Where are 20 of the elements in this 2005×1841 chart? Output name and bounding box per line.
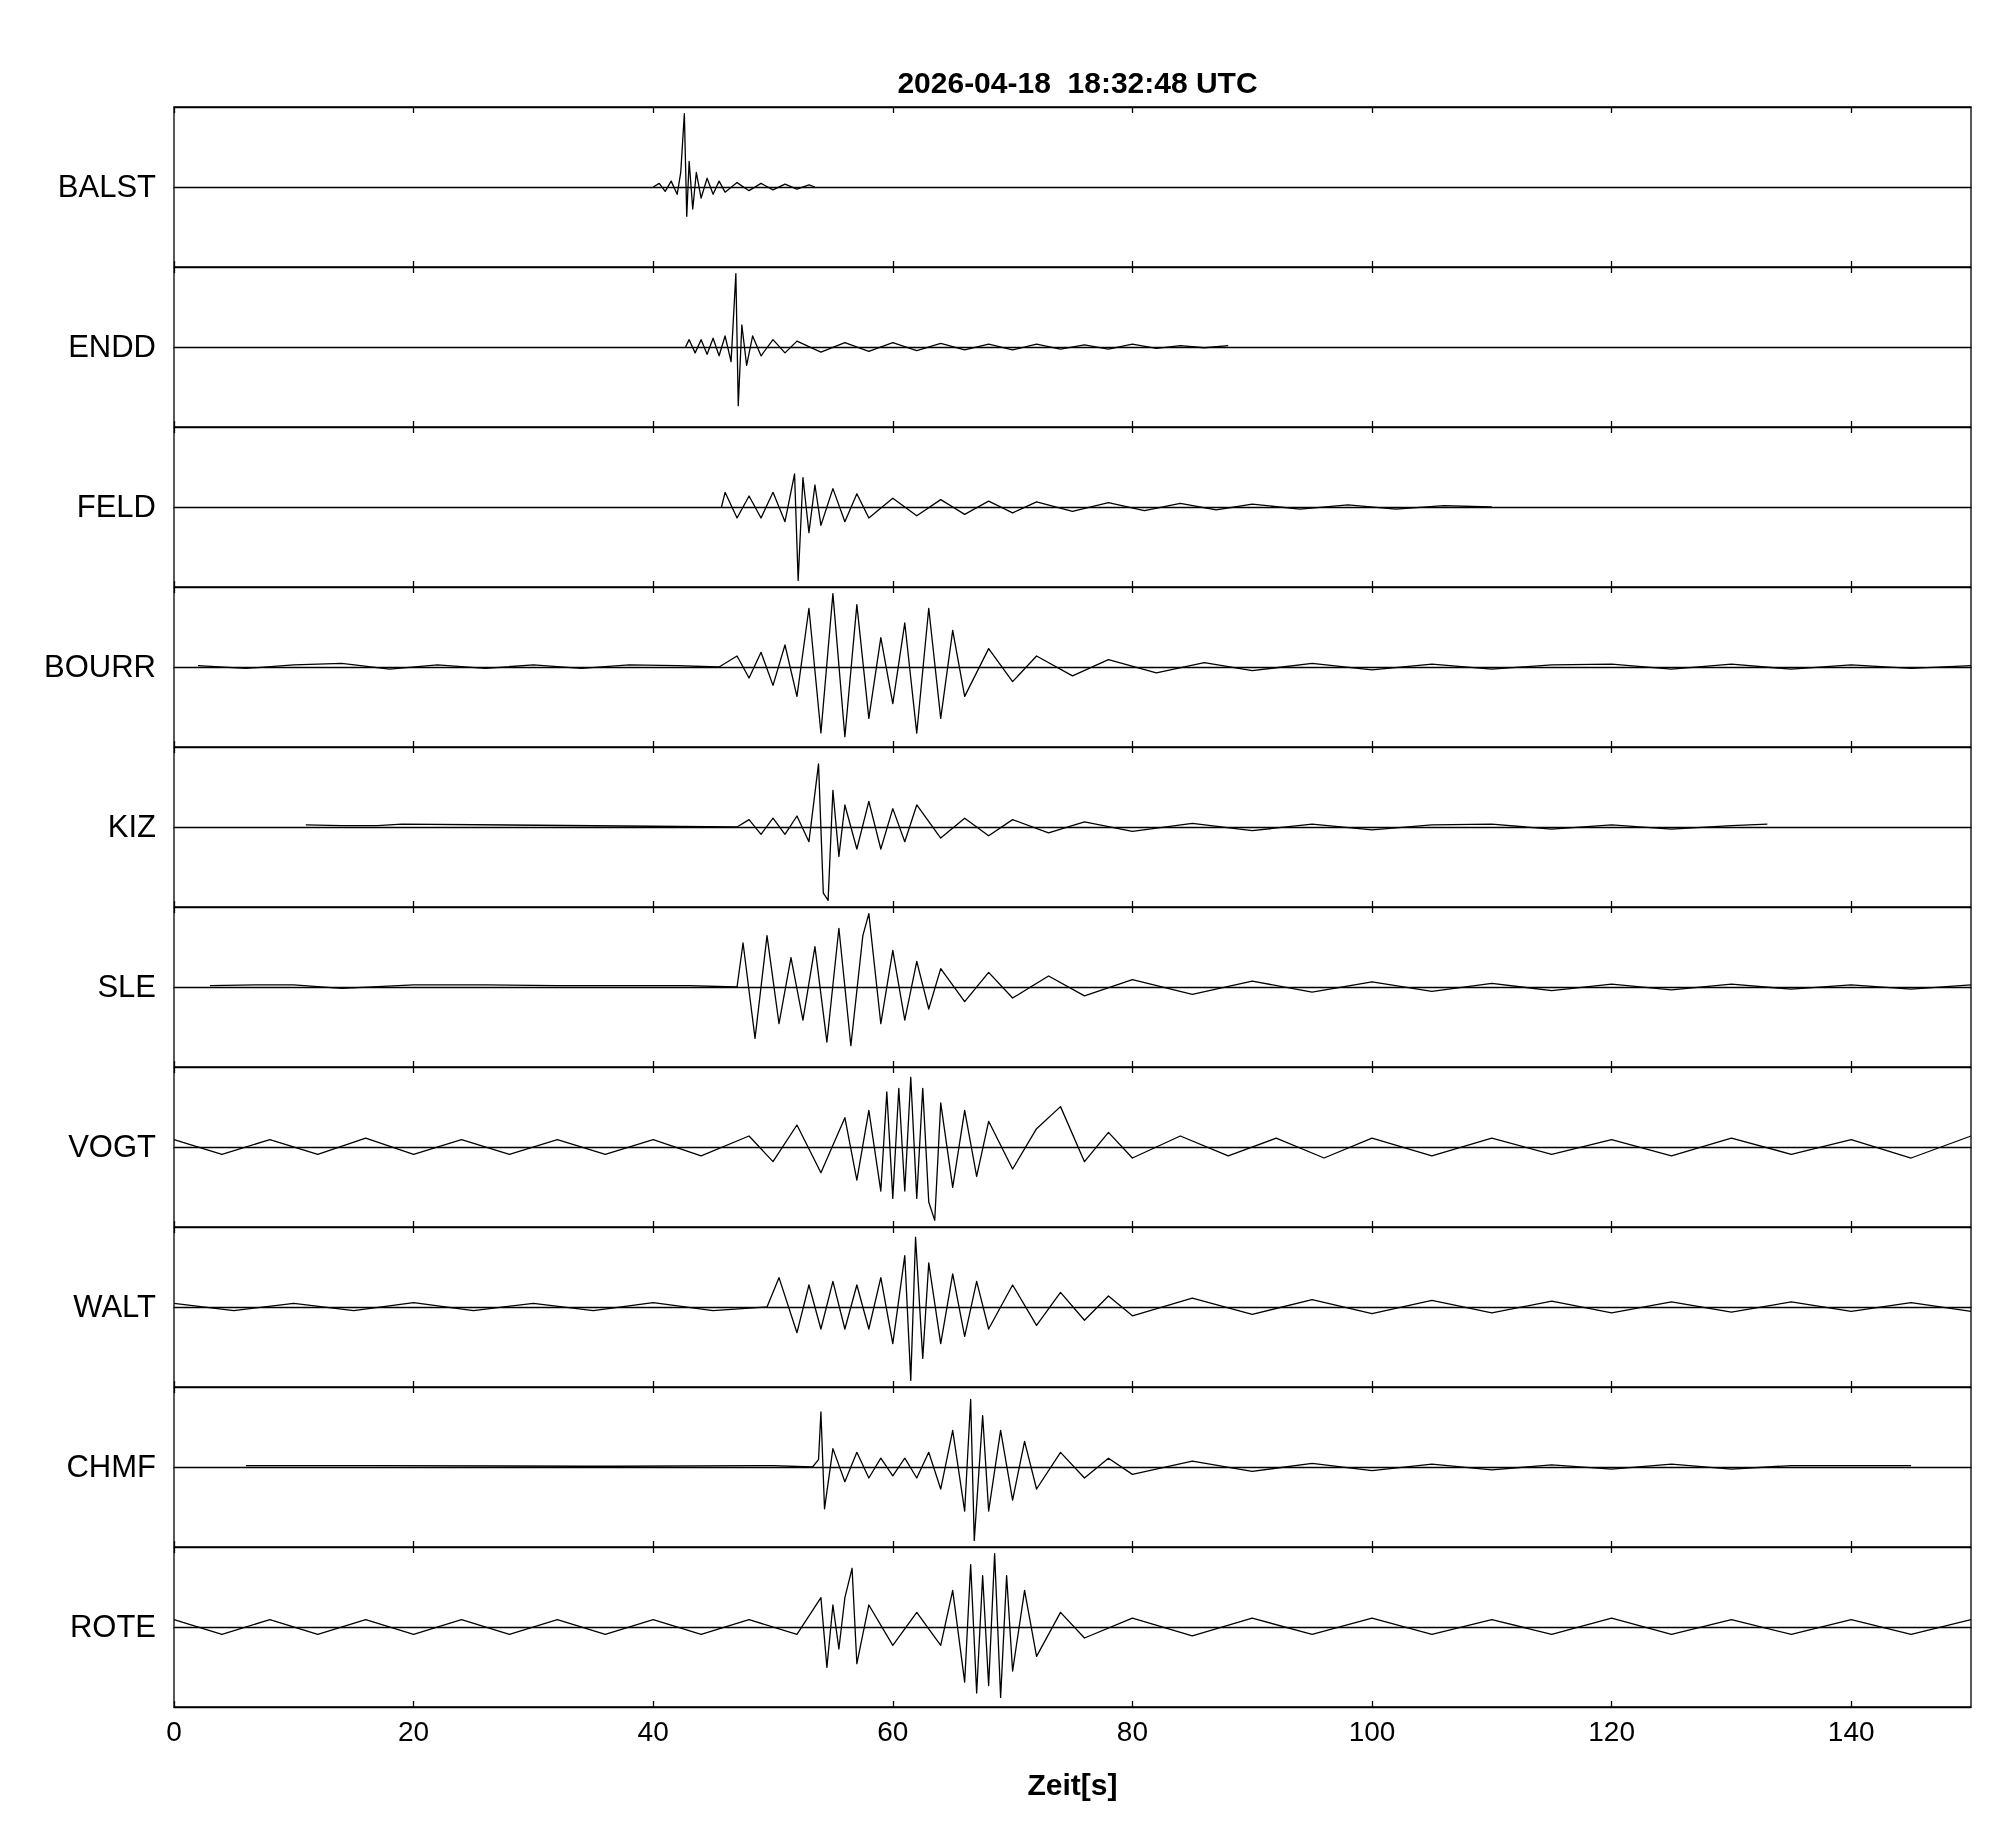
y-axis-title: BALST: [57, 169, 156, 205]
x-tick-label: 120: [1588, 1715, 1635, 1747]
y-axis-title: FELD: [76, 489, 156, 525]
x-tick-label: 60: [877, 1715, 909, 1747]
y-axis-title: ENDD: [68, 329, 156, 365]
y-axis-title: VOGT: [68, 1129, 156, 1165]
x-tick-label: 20: [398, 1715, 430, 1747]
x-tick-label: 0: [166, 1715, 182, 1747]
y-axis-title: KIZ: [107, 809, 156, 845]
y-axis-title: CHMF: [66, 1449, 156, 1485]
x-tick-label: 40: [637, 1715, 669, 1747]
x-tick-label: 80: [1116, 1715, 1148, 1747]
x-tick-label: 100: [1348, 1715, 1396, 1747]
y-axis-title: WALT: [73, 1289, 156, 1325]
y-axis-title: BOURR: [44, 649, 156, 685]
x-tick-label: 140: [1827, 1715, 1875, 1747]
y-axis-title: ROTE: [69, 1609, 156, 1645]
y-axis-title: SLE: [97, 969, 156, 1005]
x-axis-title: Zeit[s]: [1027, 1767, 1118, 1801]
chart-title: 2026-04-18 18:32:48 UTC: [897, 65, 1258, 99]
